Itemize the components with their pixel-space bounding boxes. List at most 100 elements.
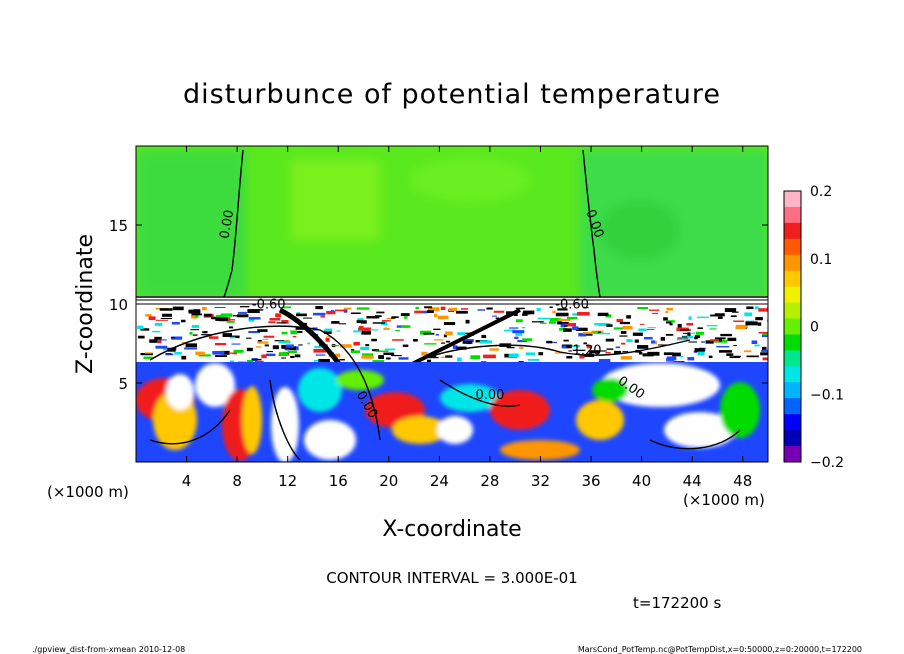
noise-mark: [754, 344, 760, 347]
noise-mark: [435, 333, 439, 336]
noise-mark: [549, 318, 561, 322]
noise-mark: [639, 323, 645, 325]
noise-mark: [143, 356, 153, 359]
noise-mark: [215, 355, 228, 357]
noise-mark: [755, 317, 763, 321]
noise-mark: [566, 355, 573, 359]
noise-mark: [400, 325, 411, 328]
noise-mark: [539, 322, 547, 324]
noise-mark: [555, 312, 569, 317]
noise-mark: [597, 350, 607, 352]
noise-mark: [398, 357, 409, 360]
noise-mark: [263, 335, 275, 338]
noise-mark: [424, 306, 433, 309]
noise-mark: [714, 313, 725, 317]
noise-mark: [663, 352, 674, 356]
noise-mark: [647, 351, 660, 356]
noise-mark: [372, 360, 385, 363]
noise-mark: [696, 316, 709, 319]
noise-mark: [622, 351, 629, 353]
noise-mark: [423, 332, 435, 335]
noise-mark: [605, 338, 614, 342]
noise-mark: [761, 346, 767, 350]
noise-mark: [532, 321, 544, 323]
y-tick-label: 5: [118, 375, 128, 393]
noise-mark: [251, 309, 264, 311]
noise-mark: [465, 319, 470, 324]
colorbar-tick-label: −0.2: [810, 455, 844, 471]
noise-mark: [433, 339, 444, 341]
noise-mark: [647, 327, 656, 329]
noise-mark: [313, 312, 326, 316]
noise-mark: [292, 335, 297, 338]
colorbar-segment: [784, 350, 801, 367]
noise-mark: [403, 316, 408, 319]
noise-mark: [272, 345, 279, 350]
noise-mark: [697, 327, 703, 330]
noise-mark: [366, 315, 380, 319]
colorbar-segment: [784, 366, 801, 383]
noise-mark: [350, 350, 360, 354]
noise-mark: [195, 351, 205, 355]
noise-mark: [564, 325, 568, 327]
noise-mark: [710, 314, 718, 317]
noise-mark: [727, 337, 737, 342]
noise-mark: [646, 328, 655, 330]
noise-mark: [275, 313, 281, 318]
noise-mark: [651, 340, 656, 344]
noise-mark: [572, 349, 586, 351]
noise-mark: [303, 317, 313, 319]
noise-mark: [512, 330, 525, 334]
noise-mark: [515, 333, 523, 336]
noise-mark: [557, 318, 571, 321]
noise-mark: [440, 306, 446, 311]
noise-mark: [318, 358, 330, 363]
noise-mark: [157, 339, 167, 341]
noise-mark: [314, 346, 323, 349]
noise-mark: [191, 314, 198, 319]
noise-mark: [343, 308, 348, 313]
noise-mark: [701, 341, 705, 343]
noise-mark: [361, 331, 371, 335]
noise-mark: [649, 309, 660, 311]
contour-label: -0.60: [252, 298, 286, 313]
noise-mark: [718, 338, 723, 342]
noise-mark: [665, 321, 672, 324]
x-unit-left: (×1000 m): [47, 483, 129, 501]
noise-mark: [413, 339, 418, 342]
noise-mark: [421, 351, 428, 356]
noise-mark: [462, 340, 473, 344]
noise-mark: [400, 313, 410, 317]
noise-mark: [154, 336, 162, 340]
noise-mark: [232, 315, 240, 317]
noise-mark: [716, 345, 730, 348]
x-tick-label: 24: [430, 472, 449, 490]
noise-mark: [350, 312, 361, 315]
noise-mark: [236, 315, 244, 317]
noise-mark: [522, 313, 528, 316]
noise-mark: [679, 329, 692, 331]
x-unit-right: (×1000 m): [683, 491, 765, 509]
y-axis: 5 10 15: [109, 217, 768, 393]
noise-mark: [224, 352, 231, 354]
noise-mark: [392, 339, 404, 341]
noise-mark: [570, 344, 580, 348]
x-axis: 4 8 12 16 20 24 28 32 36 40 44 48: [182, 146, 752, 490]
colorbar-segment: [784, 382, 801, 399]
noise-mark: [188, 309, 201, 314]
noise-mark: [198, 354, 211, 357]
colorbar-frame: [783, 190, 802, 463]
noise-mark: [536, 307, 541, 312]
noise-mark: [697, 351, 705, 356]
noise-mark: [676, 327, 689, 332]
colorbar-segment: [784, 238, 801, 256]
noise-mark: [619, 335, 628, 337]
noise-mark: [726, 353, 734, 356]
noise-mark: [594, 322, 608, 326]
noise-mark: [226, 321, 235, 323]
noise-mark: [189, 331, 193, 335]
noise-mark: [274, 340, 285, 342]
noise-mark: [694, 335, 701, 338]
noise-mark: [709, 328, 717, 330]
noise-mark: [583, 342, 588, 345]
